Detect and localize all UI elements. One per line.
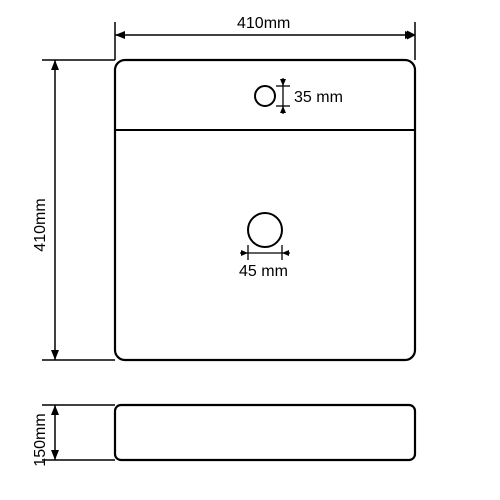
large-hole-dimension: 45 mm bbox=[239, 245, 290, 280]
small-hole-dimension: 35 mm bbox=[276, 78, 343, 114]
drain-hole bbox=[248, 213, 282, 247]
height-label: 410mm bbox=[32, 198, 49, 251]
tap-hole bbox=[255, 86, 275, 106]
depth-label: 150mm bbox=[32, 413, 49, 466]
side-outline bbox=[115, 405, 415, 460]
left-side-dimension: 150mm bbox=[32, 405, 115, 467]
technical-drawing: 410mm 410mm 150mm 35 mm 45 mm bbox=[0, 0, 500, 500]
width-label: 410mm bbox=[237, 15, 290, 32]
small-hole-label: 35 mm bbox=[294, 89, 343, 106]
left-main-dimension: 410mm bbox=[32, 60, 115, 360]
large-hole-label: 45 mm bbox=[239, 263, 288, 280]
top-dimension: 410mm bbox=[115, 15, 415, 60]
